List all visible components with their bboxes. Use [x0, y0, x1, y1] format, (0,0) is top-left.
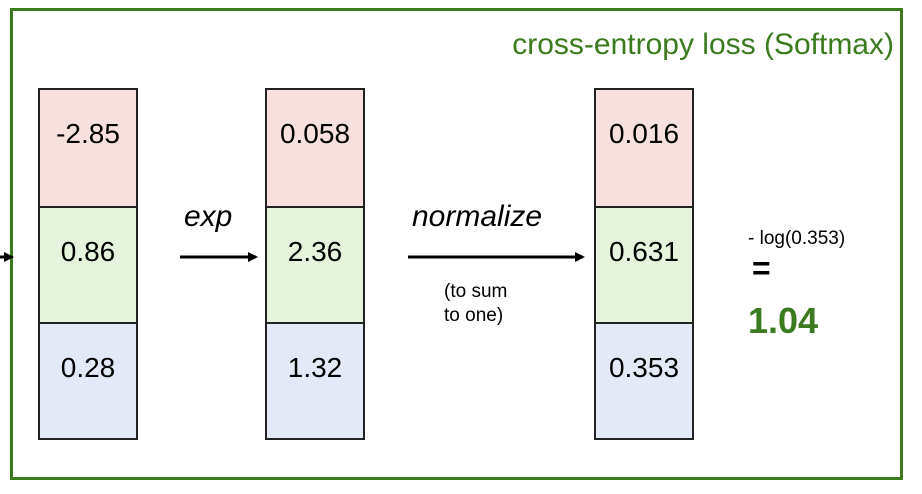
normalize-note: (to sum to one) [444, 280, 507, 328]
probability-cell: 0.353 [596, 322, 692, 438]
scores-column: -2.85 0.86 0.28 [38, 88, 138, 440]
score-cell: -2.85 [40, 90, 136, 206]
loss-expression: - log(0.353) [748, 228, 846, 249]
exp-column: 0.058 2.36 1.32 [265, 88, 365, 440]
equals-sign: = [752, 250, 771, 286]
normalize-note-line: (to sum [444, 281, 508, 302]
exp-label: exp [184, 200, 233, 233]
loss-value: 1.04 [748, 300, 819, 341]
score-cell: 0.28 [40, 322, 136, 438]
probability-cell: 0.016 [596, 90, 692, 206]
diagram-frame [10, 8, 903, 480]
score-cell: 0.86 [40, 206, 136, 322]
exp-cell: 0.058 [267, 90, 363, 206]
probability-cell: 0.631 [596, 206, 692, 322]
exp-cell: 2.36 [267, 206, 363, 322]
probabilities-column: 0.016 0.631 0.353 [594, 88, 694, 440]
normalize-label: normalize [412, 200, 543, 233]
normalize-note-line: to one) [444, 305, 504, 326]
exp-cell: 1.32 [267, 322, 363, 438]
diagram-title: cross-entropy loss (Softmax) [512, 28, 894, 61]
